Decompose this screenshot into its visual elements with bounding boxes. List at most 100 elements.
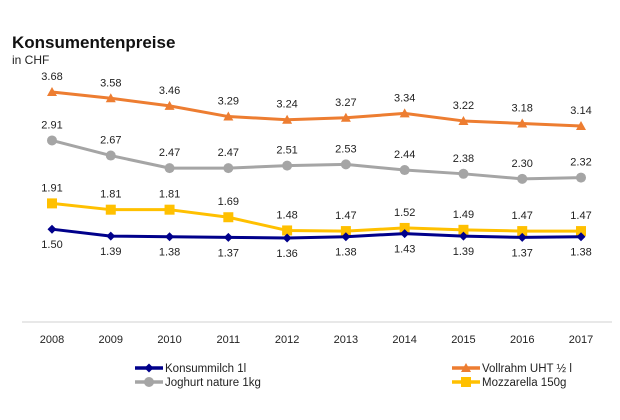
data-label: 1.43	[394, 244, 415, 256]
x-tick-label: 2012	[275, 334, 299, 346]
data-point	[105, 204, 116, 215]
data-label: 1.52	[394, 207, 415, 219]
data-label: 2.91	[41, 119, 62, 131]
data-point	[399, 108, 410, 118]
data-label: 1.36	[276, 248, 297, 260]
legend-label: Konsummilch 1l	[165, 363, 246, 375]
series-circle	[47, 135, 586, 184]
data-label: 1.81	[159, 189, 180, 201]
data-label: 2.53	[335, 143, 356, 155]
data-label: 1.69	[218, 196, 239, 208]
data-label: 3.58	[100, 77, 121, 89]
legend-item: Konsummilch 1l	[135, 363, 246, 375]
data-label: 2.51	[276, 145, 297, 157]
data-point	[399, 165, 410, 176]
data-point	[164, 163, 175, 174]
x-axis: 2008 2009 2010 2011 2012 2013 2014 2015 2016 2017	[22, 321, 612, 346]
data-label: 2.67	[100, 135, 121, 147]
data-label: 3.46	[159, 85, 180, 97]
x-tick-label: 2015	[451, 334, 475, 346]
data-label: 1.37	[218, 247, 239, 259]
data-point	[517, 118, 528, 128]
data-label: 2.47	[218, 147, 239, 159]
data-label: 3.34	[394, 92, 415, 104]
data-label: 3.22	[453, 100, 474, 112]
data-point	[458, 231, 468, 241]
data-label: 2.47	[159, 147, 180, 159]
data-point	[340, 112, 351, 122]
data-point	[340, 159, 351, 170]
data-point	[576, 226, 586, 237]
data-point	[576, 120, 586, 130]
data-point	[105, 150, 116, 161]
data-label: 2.30	[512, 158, 533, 170]
data-label: 1.38	[570, 247, 591, 259]
data-point	[47, 198, 57, 209]
series-lines	[47, 87, 586, 243]
data-point	[223, 111, 234, 121]
data-point	[576, 172, 586, 183]
data-point	[400, 229, 410, 239]
data-point	[47, 135, 57, 146]
data-label: 1.50	[41, 239, 62, 251]
legend-marker	[461, 377, 471, 387]
data-label: 1.81	[100, 189, 121, 201]
data-label: 1.47	[335, 210, 356, 222]
legend-item: Mozzarella 150g	[452, 377, 566, 389]
chart-subtitle: in CHF	[12, 53, 50, 67]
x-tick-label: 2016	[510, 334, 534, 346]
data-label: 3.24	[276, 99, 297, 111]
data-label: 1.49	[453, 209, 474, 221]
data-label: 2.38	[453, 153, 474, 165]
data-point	[223, 163, 234, 174]
data-label: 1.38	[159, 247, 180, 259]
series-square	[47, 198, 586, 237]
series-line	[51, 227, 582, 240]
data-label: 1.39	[453, 246, 474, 258]
data-point	[282, 160, 293, 171]
chart-title: Konsumentenpreise	[12, 33, 176, 52]
data-point	[517, 173, 528, 184]
data-point	[576, 232, 586, 242]
data-point	[282, 233, 292, 243]
x-tick-label: 2009	[99, 334, 123, 346]
data-label: 3.18	[512, 102, 533, 114]
legend-marker	[144, 377, 154, 387]
data-labels: 3.68 3.58 3.46 3.29 3.24 3.27 3.34 3.22 3.18 3.14…	[41, 71, 591, 260]
x-tick-label: 2011	[217, 334, 241, 346]
legend-marker	[461, 363, 471, 372]
data-point	[517, 226, 528, 237]
data-point	[164, 100, 175, 110]
data-label: 2.32	[570, 157, 591, 169]
data-point	[458, 224, 469, 235]
x-tick-label: 2017	[569, 334, 593, 346]
data-label: 2.44	[394, 149, 415, 161]
data-label: 3.27	[335, 97, 356, 109]
data-point	[282, 225, 293, 236]
legend: Konsummilch 1l Vollrahm UHT ½ l Joghurt na…	[135, 363, 572, 389]
legend-label: Mozzarella 150g	[482, 377, 566, 389]
series-line	[51, 139, 582, 181]
data-point	[458, 115, 469, 125]
x-tick-label: 2008	[40, 334, 64, 346]
data-point	[47, 224, 57, 234]
data-label: 1.39	[100, 246, 121, 258]
data-point	[47, 87, 57, 96]
data-label: 1.47	[570, 210, 591, 222]
data-label: 3.68	[41, 71, 62, 83]
data-label: 1.91	[41, 182, 62, 194]
data-label: 1.47	[512, 210, 533, 222]
legend-item: Vollrahm UHT ½ l	[452, 363, 572, 375]
data-point	[223, 212, 234, 223]
data-point	[341, 232, 351, 242]
data-point	[165, 232, 175, 242]
legend-marker	[144, 363, 154, 373]
data-point	[282, 114, 293, 124]
legend-label: Joghurt nature 1kg	[165, 377, 261, 389]
data-point	[106, 231, 116, 241]
series-line	[51, 201, 581, 233]
data-point	[223, 232, 233, 242]
legend-item: Joghurt nature 1kg	[135, 377, 261, 389]
x-tick-label: 2014	[392, 334, 416, 346]
